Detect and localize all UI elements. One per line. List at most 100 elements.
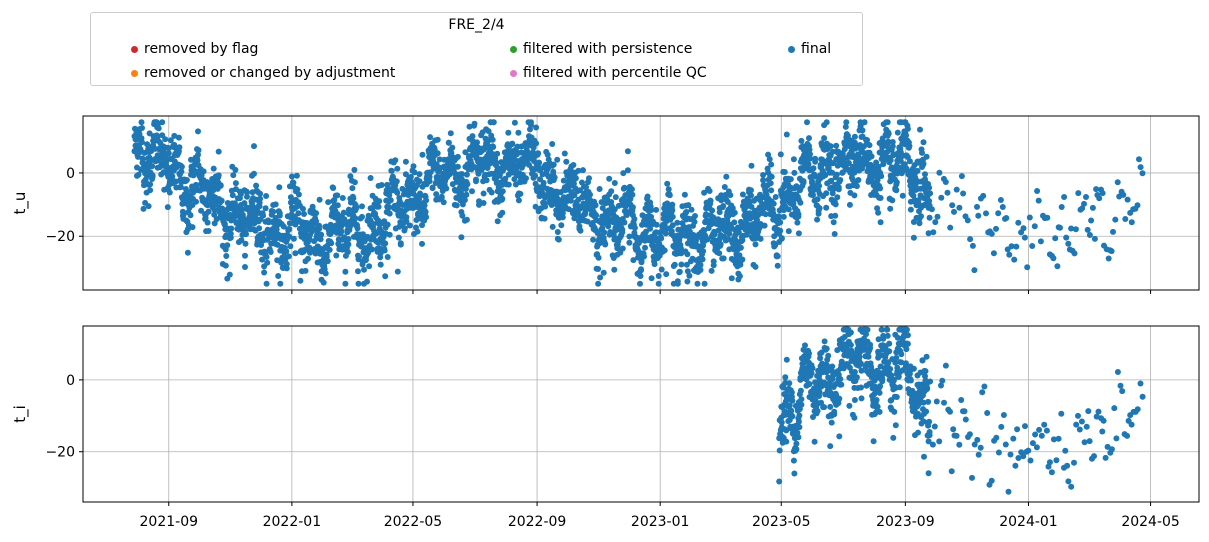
data-point [823,190,830,197]
data-point [611,180,618,186]
data-point [1068,225,1075,232]
data-point [723,173,730,180]
data-point [893,187,900,194]
data-point [692,213,698,219]
data-point [691,218,698,225]
data-point [874,403,881,410]
data-point [244,189,250,196]
data-point [195,147,202,154]
data-point [1064,462,1071,469]
data-point [879,378,886,385]
data-point [765,151,772,158]
legend-label: filtered with percentile QC [523,65,707,81]
data-point [709,207,716,214]
data-point [777,151,784,158]
data-point [466,123,473,130]
data-point [919,357,926,364]
data-point [921,453,927,460]
data-point [988,230,995,237]
data-point [295,210,302,217]
data-point [285,253,292,260]
data-point [653,206,660,213]
data-point [950,426,957,433]
data-point [532,172,539,179]
data-point [814,196,821,203]
data-point [1078,418,1085,425]
data-point [851,369,858,375]
data-point [884,332,891,339]
data-point [1079,205,1086,212]
data-point [665,186,672,193]
data-point [378,182,385,188]
data-point [727,192,734,199]
data-point [655,280,662,287]
data-point [253,182,260,189]
data-point [836,395,843,402]
data-point [301,211,307,217]
data-point [902,360,909,367]
data-point [806,146,813,153]
data-point [894,129,901,136]
data-point [641,253,647,260]
data-points [131,119,1146,287]
data-point [355,268,361,275]
data-point [684,251,691,258]
data-point [560,194,567,201]
data-point [778,235,785,242]
data-point [825,352,832,359]
data-point [204,219,211,226]
data-point [560,177,567,184]
data-point [688,206,695,213]
data-point [886,340,893,347]
data-point [1137,380,1144,387]
data-point [469,188,475,195]
data-point [807,151,813,158]
data-point [812,173,819,180]
data-point [533,124,540,131]
data-point [283,265,290,272]
data-point [1073,421,1080,428]
data-point [1015,219,1022,226]
data-point [232,166,239,173]
data-point [223,253,230,259]
data-point [910,365,917,372]
data-point [842,123,849,130]
data-point [866,142,873,149]
data-point [386,231,393,238]
data-point [626,233,633,240]
data-point [237,191,244,198]
data-point [1137,164,1144,171]
data-point [947,408,953,415]
data-point [817,355,824,362]
data-point [885,130,892,137]
data-point [971,441,978,448]
data-point [304,220,310,226]
legend-marker-filtered-percentile [510,70,517,77]
data-point [775,213,782,220]
data-point [796,424,803,431]
data-point [923,353,930,360]
data-point [770,200,777,207]
data-point [141,149,148,156]
data-point [730,246,737,253]
data-point [889,139,896,145]
data-point [658,266,665,273]
data-point [1062,447,1069,454]
data-point [896,384,903,391]
data-point [877,383,884,390]
data-point [592,202,599,209]
data-point [867,344,874,351]
data-point [411,169,418,176]
data-point [1003,215,1010,221]
data-point [369,246,376,253]
data-point [884,119,891,126]
data-point [808,370,815,377]
data-point [147,181,154,188]
data-point [1024,264,1031,271]
data-point [891,408,898,415]
data-point [339,195,346,201]
data-point [139,139,145,146]
data-point [760,172,767,178]
plot-frame [82,115,1200,291]
data-point [1119,388,1126,395]
